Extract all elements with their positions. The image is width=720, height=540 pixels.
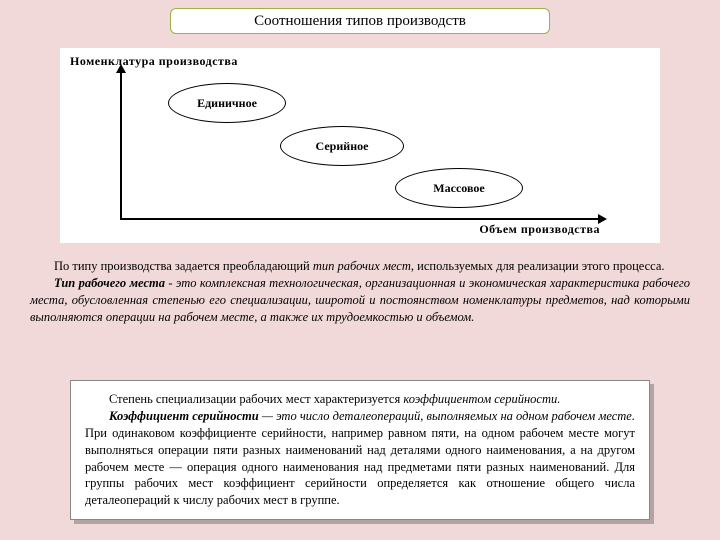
p1-cont1: , используемых для реализации этого проц… bbox=[411, 259, 665, 273]
node-serial: Серийное bbox=[280, 126, 404, 166]
y-axis-line bbox=[120, 70, 122, 218]
p2-s3: При одинаковом коэффициенте серийности, … bbox=[85, 426, 635, 508]
diagram-panel: Номенклатура производства Единичное Сери… bbox=[60, 48, 660, 243]
p2-s1a: Степень специализации рабочих мест харак… bbox=[109, 392, 403, 406]
y-axis-label: Номенклатура производства bbox=[70, 54, 238, 69]
x-axis-line bbox=[120, 218, 600, 220]
node-mass: Массовое bbox=[395, 168, 523, 208]
page-title: Соотношения типов производств bbox=[170, 8, 550, 34]
p2-s2b: — это число деталеопераций, выполняемых … bbox=[259, 409, 635, 423]
node-unit: Единичное bbox=[168, 83, 286, 123]
p1-lead: По типу производства задается преобладаю… bbox=[54, 259, 313, 273]
x-axis-label: Объем производства bbox=[479, 222, 600, 237]
paragraph-definitions: По типу производства задается преобладаю… bbox=[30, 258, 690, 326]
p1-term1: тип рабочих мест bbox=[313, 259, 411, 273]
paragraph-coefficient: Степень специализации рабочих мест харак… bbox=[70, 380, 650, 520]
p2-s1b: коэффициентом серийности. bbox=[403, 392, 560, 406]
p1-term2: Тип рабочего места bbox=[54, 276, 165, 290]
p2-s2a: Коэффициент серийности bbox=[109, 409, 259, 423]
